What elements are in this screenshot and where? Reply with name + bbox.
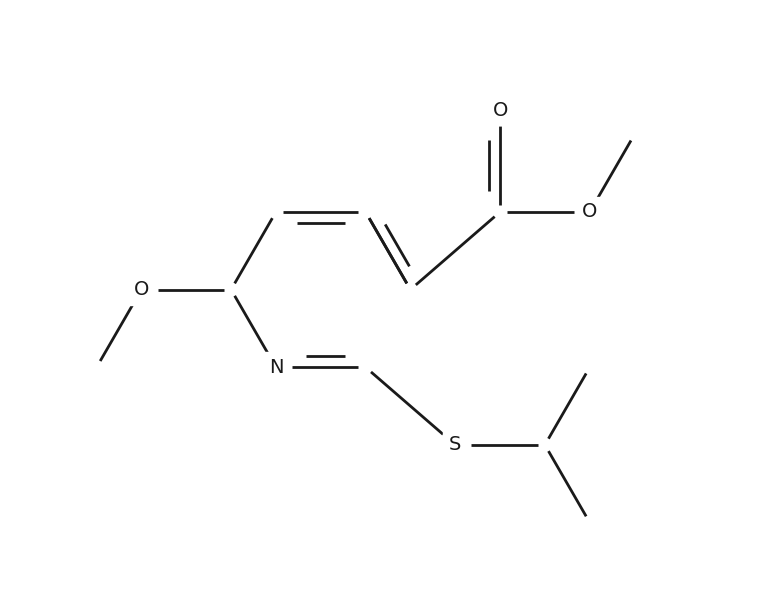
Text: O: O [493,101,508,120]
Text: O: O [582,202,598,221]
Text: S: S [449,436,462,454]
Text: O: O [133,280,149,299]
Text: N: N [268,358,283,377]
